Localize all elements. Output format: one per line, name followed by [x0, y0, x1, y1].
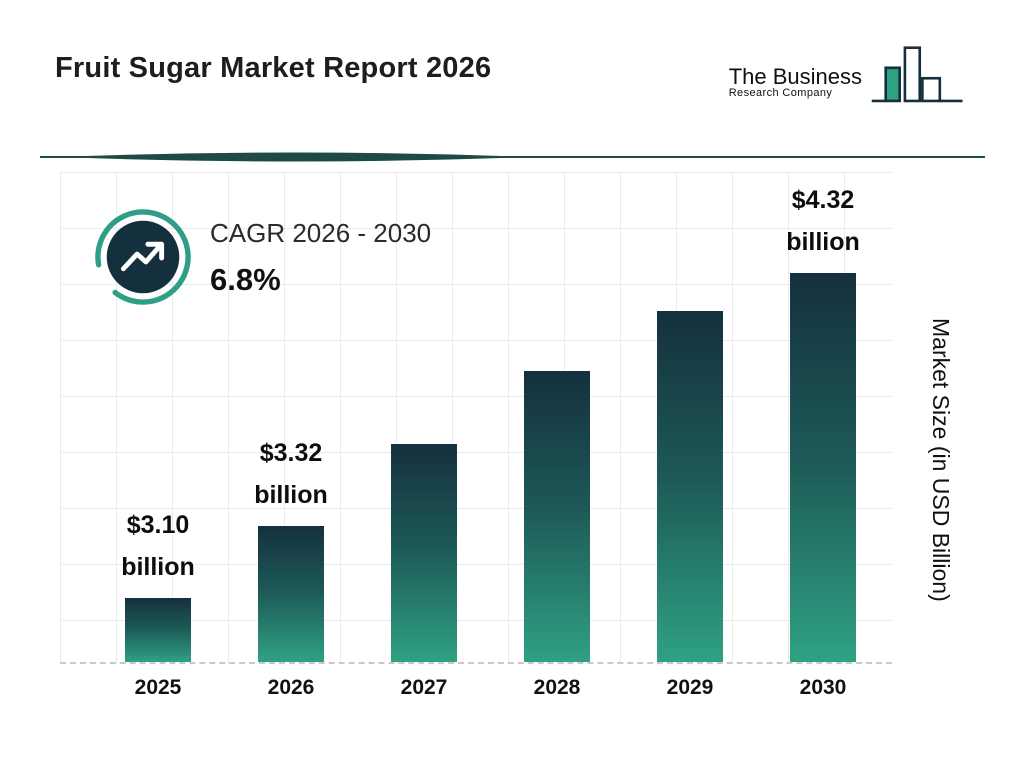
chart-area: $3.10 billion $3.32 billion $4.32 billion — [60, 172, 892, 664]
x-axis-label-2030: 2030 — [799, 676, 847, 699]
bar-2030 — [790, 273, 856, 662]
company-logo: The Business Research Company — [729, 42, 966, 123]
logo-subname: Research Company — [728, 87, 833, 100]
bar-value-label-2026: $3.32 billion — [254, 439, 328, 509]
bar-2026 — [258, 526, 324, 662]
logo-bars-icon — [870, 42, 966, 123]
logo-name: The Business — [728, 64, 862, 90]
page-title: Fruit Sugar Market Report 2026 — [55, 52, 492, 84]
x-axis-label-2028: 2028 — [533, 676, 581, 699]
cagr-label: CAGR 2026 - 2030 — [210, 218, 432, 248]
logo-text: The Business Research Company — [729, 65, 862, 100]
x-axis-label-2029: 2029 — [666, 676, 714, 699]
x-axis-label-2025: 2025 — [134, 676, 182, 699]
x-axis: 2025 2026 2027 2028 2029 2030 — [60, 676, 892, 716]
bar-2028 — [524, 371, 590, 662]
bar-2027 — [391, 444, 457, 662]
y-axis-label: Market Size (in USD Billion) — [928, 318, 954, 602]
x-axis-label-2026: 2026 — [267, 676, 315, 699]
bar-2025 — [125, 598, 191, 662]
x-axis-label-2027: 2027 — [400, 676, 448, 699]
cagr-value: 6.8% — [210, 262, 281, 297]
bar-value-label-2025: $3.10 billion — [121, 511, 195, 581]
bar-2029 — [657, 311, 723, 662]
header-divider — [0, 148, 1024, 166]
growth-trend-icon — [94, 208, 192, 306]
bar-value-label-2030: $4.32 billion — [786, 186, 860, 256]
